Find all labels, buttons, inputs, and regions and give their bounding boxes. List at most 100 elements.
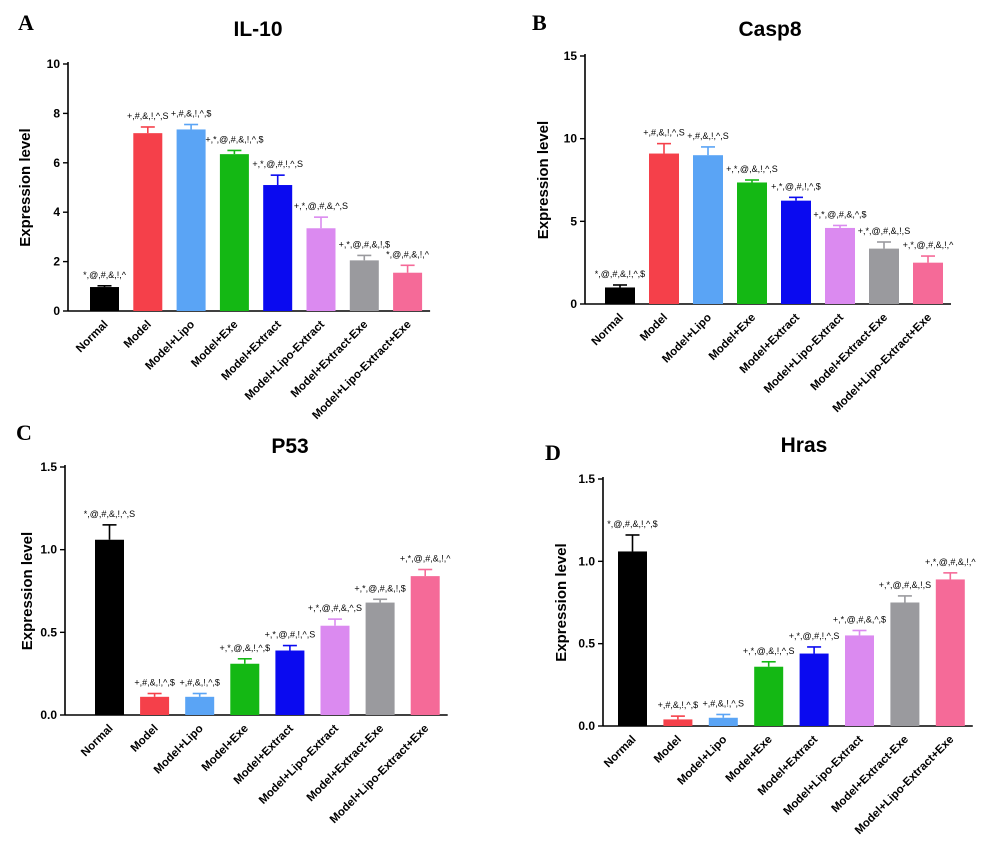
bar-normal	[605, 287, 635, 304]
significance-label: +,*,@,#,&,!,^,$	[205, 134, 263, 144]
y-tick-label: 0	[570, 297, 577, 311]
bar-model	[663, 719, 693, 726]
panel-letter: D	[545, 440, 561, 465]
x-tick-label: Model+Lipo-Extract	[243, 319, 327, 403]
significance-label: +,*,@,#,&,!,$	[354, 583, 405, 593]
x-tick-label: Model+Extract-Exe	[305, 723, 386, 804]
chart-title: Casp8	[738, 18, 801, 41]
bar-model-lipo	[185, 696, 215, 715]
chart-panel-b: B Casp8 Expression level 0 5 10 15 *,@,#,&,!,^,…	[532, 10, 954, 415]
x-tick-label: Model+Lipo-Extract+Exe	[328, 723, 431, 826]
y-tick-label: 10	[564, 132, 578, 146]
significance-label: +,#,&,!,^,S	[643, 128, 685, 138]
significance-label: +,*,@,#,!,^,$	[771, 181, 821, 191]
x-tick-label: Model+Lipo-Extract	[257, 723, 341, 807]
significance-label: +,*,@,#,&,^,S	[294, 201, 348, 211]
significance-label: *,@,#,&,!,^,$	[607, 519, 657, 529]
bar-normal	[618, 551, 647, 726]
y-tick-label: 6	[53, 156, 60, 170]
x-tick-label: Normal	[79, 723, 116, 760]
y-axis-label: Expression level	[535, 121, 552, 239]
y-axis-label: Expression level	[553, 543, 570, 661]
bar-normal	[90, 287, 119, 311]
bar-model	[133, 133, 163, 311]
bar-model-lipo-extract	[825, 227, 855, 304]
y-axis-label: Expression level	[17, 128, 34, 246]
x-tick-label: Model+Lipo-Extract	[762, 312, 846, 396]
chart-title: IL-10	[233, 18, 282, 41]
y-axis-label: Expression level	[19, 532, 36, 650]
x-tick-label: Model+Extract-Exe	[289, 319, 370, 400]
x-tick-label: Model+Lipo-Extract+Exe	[853, 734, 956, 837]
bar-model-extract-exe	[890, 602, 920, 726]
bar-model-lipo	[693, 155, 723, 304]
panel-letter: C	[16, 420, 32, 445]
panel-letter: A	[18, 10, 34, 35]
y-tick-label: 0.0	[578, 719, 595, 733]
bar-model-extract	[275, 650, 305, 715]
bar-model-exe	[737, 182, 767, 304]
bar-model-extract	[263, 185, 293, 311]
significance-label: +,*,@,#,&,!,S	[879, 580, 931, 590]
panel-letter: B	[532, 10, 547, 35]
bar-model-lipo-extract-exe	[935, 579, 965, 726]
significance-label: +,*,@,#,!,^,S	[252, 159, 303, 169]
bar-model-extract-exe	[869, 248, 899, 304]
bar-model-extract-exe	[349, 260, 379, 311]
chart-title: Hras	[781, 434, 828, 457]
bar-model-exe	[230, 663, 260, 715]
x-tick-label: Model	[129, 723, 161, 755]
x-tick-label: Model+Extract-Exe	[830, 734, 911, 815]
bar-model-lipo	[708, 717, 738, 726]
significance-label: +,*,@,#,&,!,$	[339, 239, 390, 249]
bar-normal	[95, 539, 124, 715]
bar-model-lipo-extract	[320, 625, 350, 715]
x-tick-label: Model	[652, 734, 684, 766]
y-tick-label: 0.0	[40, 708, 57, 722]
significance-label: +,#,&,!,^,$	[658, 700, 699, 710]
significance-label: +,#,&,!,^,S	[127, 111, 169, 121]
chart-panel-a: A IL-10 Expression level 0 2 4 6 8 10 *,@,#,&,!,^…	[17, 10, 431, 422]
y-tick-label: 4	[53, 205, 60, 219]
significance-label: +,*,@,&,!,^,$	[219, 643, 270, 653]
bar-model-lipo-extract	[306, 228, 336, 311]
significance-label: *,@,#,&,!,^	[83, 270, 127, 280]
significance-label: +,*,@,#,&,!,S	[858, 226, 910, 236]
significance-label: +,*,@,#,!,^,S	[789, 631, 840, 641]
chart-panel-d: D Hras Expression level 0.0 0.5 1.0 1.5 *,@,#,&…	[545, 434, 976, 837]
y-tick-label: 5	[570, 214, 577, 228]
significance-label: +,*,@,#,&,^,$	[813, 209, 866, 219]
x-tick-label: Model	[638, 312, 670, 344]
x-tick-label: Normal	[602, 734, 639, 771]
bar-model-lipo-extract-exe	[913, 262, 943, 304]
bar-model	[140, 696, 170, 715]
x-tick-label: Model+Extract-Exe	[809, 312, 890, 393]
bar-model-lipo-extract	[845, 635, 874, 726]
significance-label: +,*,@,#,&,!,^	[925, 557, 976, 567]
bar-model-lipo-extract-exe	[410, 576, 440, 715]
bar-model-extract-exe	[365, 602, 395, 715]
significance-label: +,*,@,&,!,^,S	[743, 646, 795, 656]
significance-label: +,*,@,#,&,!,^	[400, 554, 451, 564]
y-tick-label: 1.0	[40, 543, 57, 557]
bar-model-lipo	[176, 129, 206, 311]
bar-model-lipo-extract-exe	[393, 272, 423, 311]
y-tick-label: 10	[47, 57, 61, 71]
significance-label: +,*,@,#,&,!,^	[903, 240, 954, 250]
x-tick-label: Normal	[590, 312, 627, 349]
x-tick-label: Normal	[74, 319, 111, 356]
y-tick-label: 0	[53, 304, 60, 318]
significance-label: +,#,&,!,^,$	[134, 678, 175, 688]
y-tick-label: 0.5	[578, 637, 595, 651]
y-tick-label: 15	[564, 49, 578, 63]
significance-label: *,@,#,&,!,^,$	[595, 269, 645, 279]
bar-model-exe	[219, 154, 249, 311]
significance-label: *,@,#,&,!,^,S	[84, 509, 135, 519]
bar-model-exe	[754, 666, 784, 726]
y-tick-label: 0.5	[40, 625, 57, 639]
x-tick-label: Model+Lipo-Extract	[781, 734, 865, 818]
bar-model	[649, 153, 679, 304]
y-tick-label: 2	[53, 255, 60, 269]
significance-label: +,*,@,#,&,^,S	[308, 603, 362, 613]
